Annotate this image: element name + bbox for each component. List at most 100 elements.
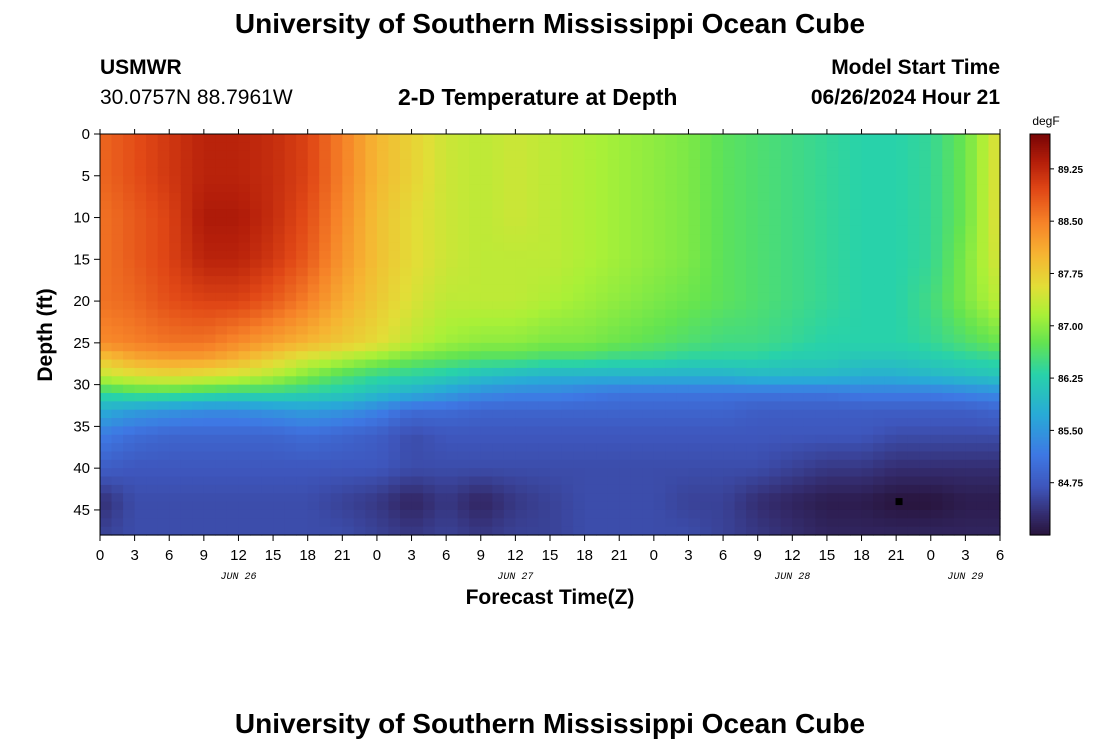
heatmap-cell	[492, 476, 505, 486]
heatmap-cell	[469, 301, 482, 311]
colorbar-segment	[1030, 422, 1050, 426]
heatmap-cell	[573, 184, 586, 194]
heatmap-cell	[746, 184, 759, 194]
heatmap-cell	[930, 518, 943, 528]
heatmap-cell	[711, 192, 724, 202]
heatmap-cell	[826, 501, 840, 511]
heatmap-cell	[446, 309, 459, 319]
heatmap-cell	[284, 209, 297, 219]
heatmap-cell	[434, 426, 447, 436]
heatmap-cell	[769, 526, 782, 536]
heatmap-cell	[169, 509, 182, 519]
heatmap-cell	[584, 418, 597, 427]
heatmap-cell	[296, 167, 309, 177]
heatmap-cell	[400, 175, 413, 185]
heatmap-cell	[815, 234, 828, 244]
heatmap-cell	[965, 509, 978, 519]
heatmap-cell	[884, 392, 897, 402]
heatmap-cell	[734, 192, 747, 202]
heatmap-cell	[907, 217, 920, 227]
colorbar-tick-label: 84.75	[1058, 479, 1083, 490]
heatmap-cell	[700, 175, 713, 185]
heatmap-cell	[942, 367, 955, 377]
heatmap-cell	[619, 142, 632, 152]
heatmap-cell	[215, 384, 228, 394]
heatmap-cell	[850, 476, 863, 486]
heatmap-cell	[469, 334, 482, 344]
heatmap-cell	[757, 225, 770, 235]
heatmap-cell	[411, 384, 424, 394]
heatmap-cell	[988, 518, 1001, 528]
heatmap-cell	[457, 443, 470, 453]
heatmap-cell	[411, 134, 424, 143]
heatmap-cell	[792, 351, 805, 361]
heatmap-cell	[873, 493, 886, 503]
heatmap-cell	[215, 234, 228, 244]
heatmap-cell	[203, 225, 216, 235]
heatmap-cell	[953, 217, 966, 227]
heatmap-cell	[526, 150, 540, 160]
heatmap-cell	[319, 334, 332, 344]
heatmap-cell	[238, 384, 251, 394]
heatmap-cell	[111, 184, 124, 194]
heatmap-cell	[619, 317, 632, 327]
heatmap-cell	[642, 217, 655, 227]
heatmap-cell	[953, 225, 966, 235]
heatmap-cell	[919, 259, 932, 269]
heatmap-cell	[746, 276, 759, 285]
heatmap-cell	[400, 167, 413, 177]
heatmap-cell	[653, 392, 666, 402]
heatmap-cell	[123, 518, 136, 528]
heatmap-cell	[169, 142, 182, 152]
heatmap-cell	[850, 493, 863, 503]
x-tick-label: 6	[165, 547, 173, 564]
heatmap-cell	[157, 301, 170, 311]
heatmap-cell	[896, 501, 909, 511]
heatmap-cell	[711, 159, 724, 169]
heatmap-cell	[550, 309, 563, 319]
heatmap-cell	[215, 209, 228, 219]
heatmap-cell	[873, 384, 886, 394]
heatmap-cell	[238, 418, 251, 427]
heatmap-cell	[792, 484, 805, 494]
heatmap-cell	[919, 401, 932, 411]
heatmap-cell	[376, 184, 390, 194]
heatmap-cell	[342, 276, 355, 285]
colorbar-segment	[1030, 274, 1050, 277]
heatmap-cell	[907, 326, 920, 336]
heatmap-cell	[653, 484, 666, 494]
heatmap-cell	[919, 242, 932, 252]
heatmap-cell	[411, 267, 424, 277]
heatmap-cell	[826, 342, 840, 352]
heatmap-cell	[238, 376, 251, 386]
heatmap-cell	[930, 468, 943, 478]
heatmap-cell	[850, 276, 863, 285]
heatmap-cell	[988, 309, 1001, 319]
heatmap-cell	[861, 484, 874, 494]
heatmap-cell	[180, 359, 193, 369]
heatmap-cell	[596, 284, 609, 294]
heatmap-cell	[884, 493, 897, 503]
heatmap-cell	[226, 484, 240, 494]
heatmap-cell	[861, 459, 874, 469]
heatmap-cell	[400, 259, 413, 269]
heatmap-cell	[423, 142, 436, 152]
heatmap-cell	[157, 443, 170, 453]
heatmap-cell	[365, 418, 378, 427]
heatmap-cell	[238, 250, 251, 260]
heatmap-cell	[515, 342, 528, 352]
heatmap-cell	[619, 200, 632, 210]
heatmap-cell	[319, 376, 332, 386]
heatmap-cell	[780, 159, 793, 169]
heatmap-cell	[365, 167, 378, 177]
heatmap-cell	[400, 401, 413, 411]
heatmap-cell	[873, 225, 886, 235]
heatmap-cell	[757, 476, 770, 486]
heatmap-cell	[273, 351, 286, 361]
y-tick-label: 5	[82, 168, 90, 185]
heatmap-cell	[319, 184, 332, 194]
heatmap-cell	[157, 376, 170, 386]
colorbar-segment	[1030, 140, 1050, 143]
heatmap-cell	[746, 250, 759, 260]
heatmap-cell	[896, 175, 909, 185]
